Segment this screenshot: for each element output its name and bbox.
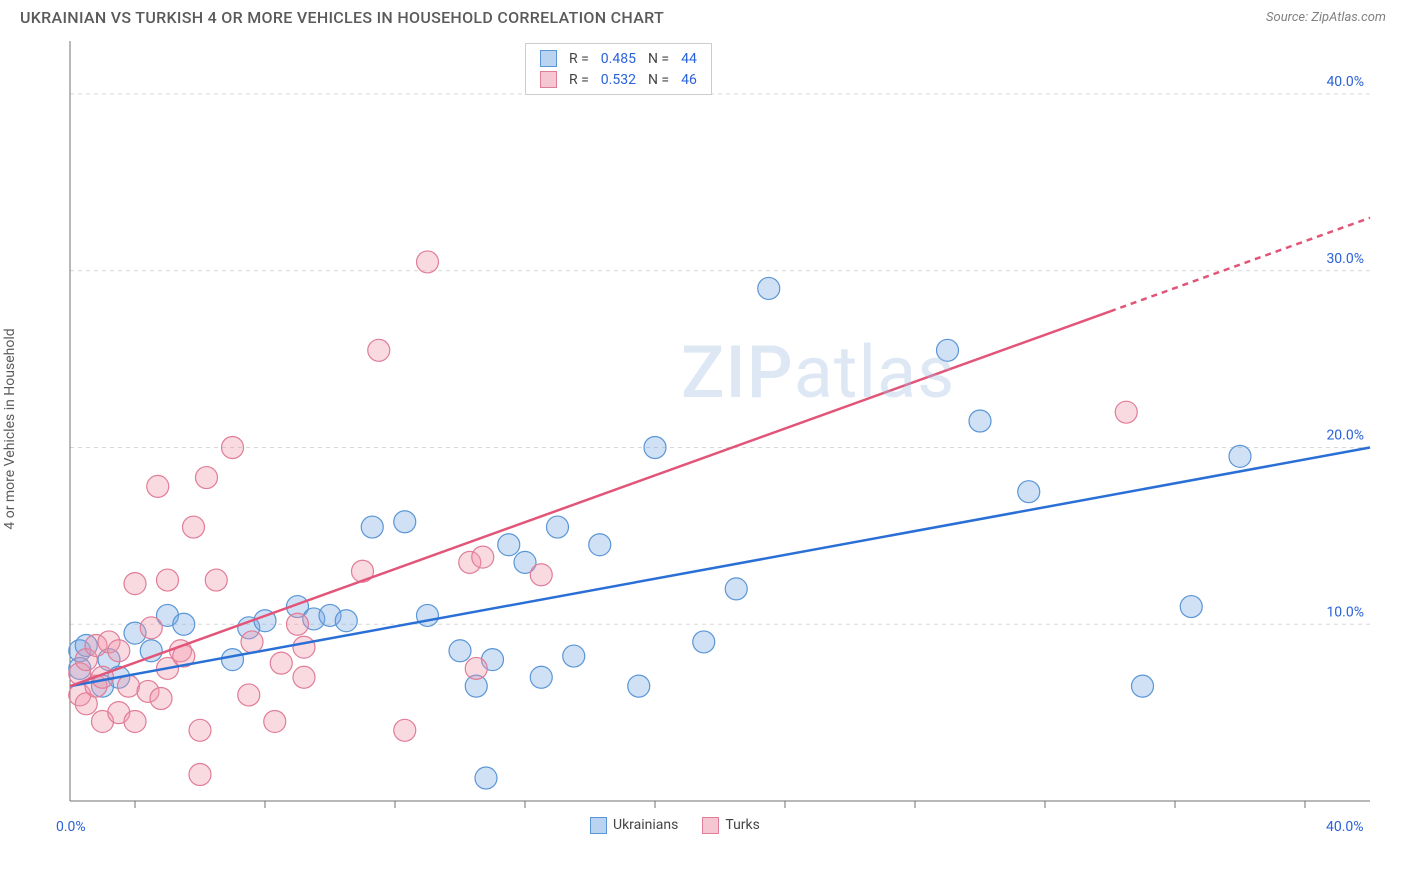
data-point: [1115, 401, 1137, 423]
scatter-plot: 10.0% 20.0% 30.0% 40.0%: [20, 31, 1386, 851]
data-point: [417, 251, 439, 273]
stat-label: R =: [569, 51, 589, 67]
chart-container: 4 or more Vehicles in Household 10.0%20.…: [20, 31, 1386, 851]
data-point: [628, 675, 650, 697]
chart-header: UKRAINIAN VS TURKISH 4 OR MORE VEHICLES …: [0, 0, 1406, 31]
data-point: [270, 652, 292, 674]
data-point: [205, 569, 227, 591]
data-point: [475, 767, 497, 789]
data-point: [758, 277, 780, 299]
correlation-stats-box: R = 0.485 N = 44 R = 0.532 N = 46: [525, 43, 712, 95]
data-point: [589, 534, 611, 556]
data-point: [241, 631, 263, 653]
data-point: [937, 339, 959, 361]
legend-item: Turks: [702, 817, 760, 834]
data-point: [547, 516, 569, 538]
data-point: [173, 613, 195, 635]
y-axis-title: 4 or more Vehicles in Household: [2, 328, 18, 529]
data-point: [150, 687, 172, 709]
data-point: [644, 437, 666, 459]
data-point: [196, 467, 218, 489]
chart-title: UKRAINIAN VS TURKISH 4 OR MORE VEHICLES …: [20, 8, 664, 27]
series-swatch: [540, 71, 557, 88]
data-point: [118, 675, 140, 697]
y-grid-label: 10.0%: [1326, 604, 1364, 620]
data-point: [293, 666, 315, 688]
x-axis-max-label: 40.0%: [1326, 819, 1364, 835]
data-point: [725, 578, 747, 600]
data-point: [1229, 445, 1251, 467]
y-grid-label: 30.0%: [1326, 251, 1364, 267]
series-swatch: [702, 817, 719, 834]
data-point: [394, 511, 416, 533]
data-point: [394, 719, 416, 741]
stats-row: R = 0.532 N = 46: [526, 69, 711, 90]
data-point: [969, 410, 991, 432]
data-point: [238, 684, 260, 706]
data-point: [472, 546, 494, 568]
data-point: [124, 710, 146, 732]
trend-line: [70, 311, 1110, 686]
stats-row: R = 0.485 N = 44: [526, 48, 711, 69]
y-grid-label: 40.0%: [1326, 74, 1364, 90]
data-point: [264, 710, 286, 732]
data-point: [293, 636, 315, 658]
data-point: [693, 631, 715, 653]
y-grid-label: 20.0%: [1326, 428, 1364, 444]
stat-label: N =: [648, 51, 669, 67]
data-point: [498, 534, 520, 556]
data-point: [368, 339, 390, 361]
data-point: [287, 613, 309, 635]
data-point: [1132, 675, 1154, 697]
series-swatch: [590, 817, 607, 834]
data-point: [183, 516, 205, 538]
series-legend: Ukrainians Turks: [590, 817, 760, 834]
n-value: 46: [681, 72, 697, 88]
data-point: [449, 640, 471, 662]
data-point: [1180, 596, 1202, 618]
data-point: [124, 573, 146, 595]
data-point: [157, 569, 179, 591]
x-axis-min-label: 0.0%: [56, 819, 86, 835]
r-value: 0.532: [601, 72, 636, 88]
trend-line: [70, 448, 1370, 687]
n-value: 44: [681, 51, 697, 67]
data-point: [108, 640, 130, 662]
data-point: [361, 516, 383, 538]
data-point: [530, 564, 552, 586]
data-point: [530, 666, 552, 688]
data-point: [189, 763, 211, 785]
data-point: [140, 617, 162, 639]
legend-item: Ukrainians: [590, 817, 678, 834]
data-point: [189, 719, 211, 741]
source-attribution: Source: ZipAtlas.com: [1266, 10, 1386, 25]
legend-label: Ukrainians: [613, 817, 678, 833]
data-point: [465, 657, 487, 679]
data-point: [335, 610, 357, 632]
data-point: [1018, 481, 1040, 503]
r-value: 0.485: [601, 51, 636, 67]
stat-label: N =: [648, 72, 669, 88]
legend-label: Turks: [725, 817, 760, 833]
stat-label: R =: [569, 72, 589, 88]
data-point: [222, 649, 244, 671]
data-point: [222, 437, 244, 459]
data-point: [563, 645, 585, 667]
data-point: [147, 475, 169, 497]
series-swatch: [540, 50, 557, 67]
